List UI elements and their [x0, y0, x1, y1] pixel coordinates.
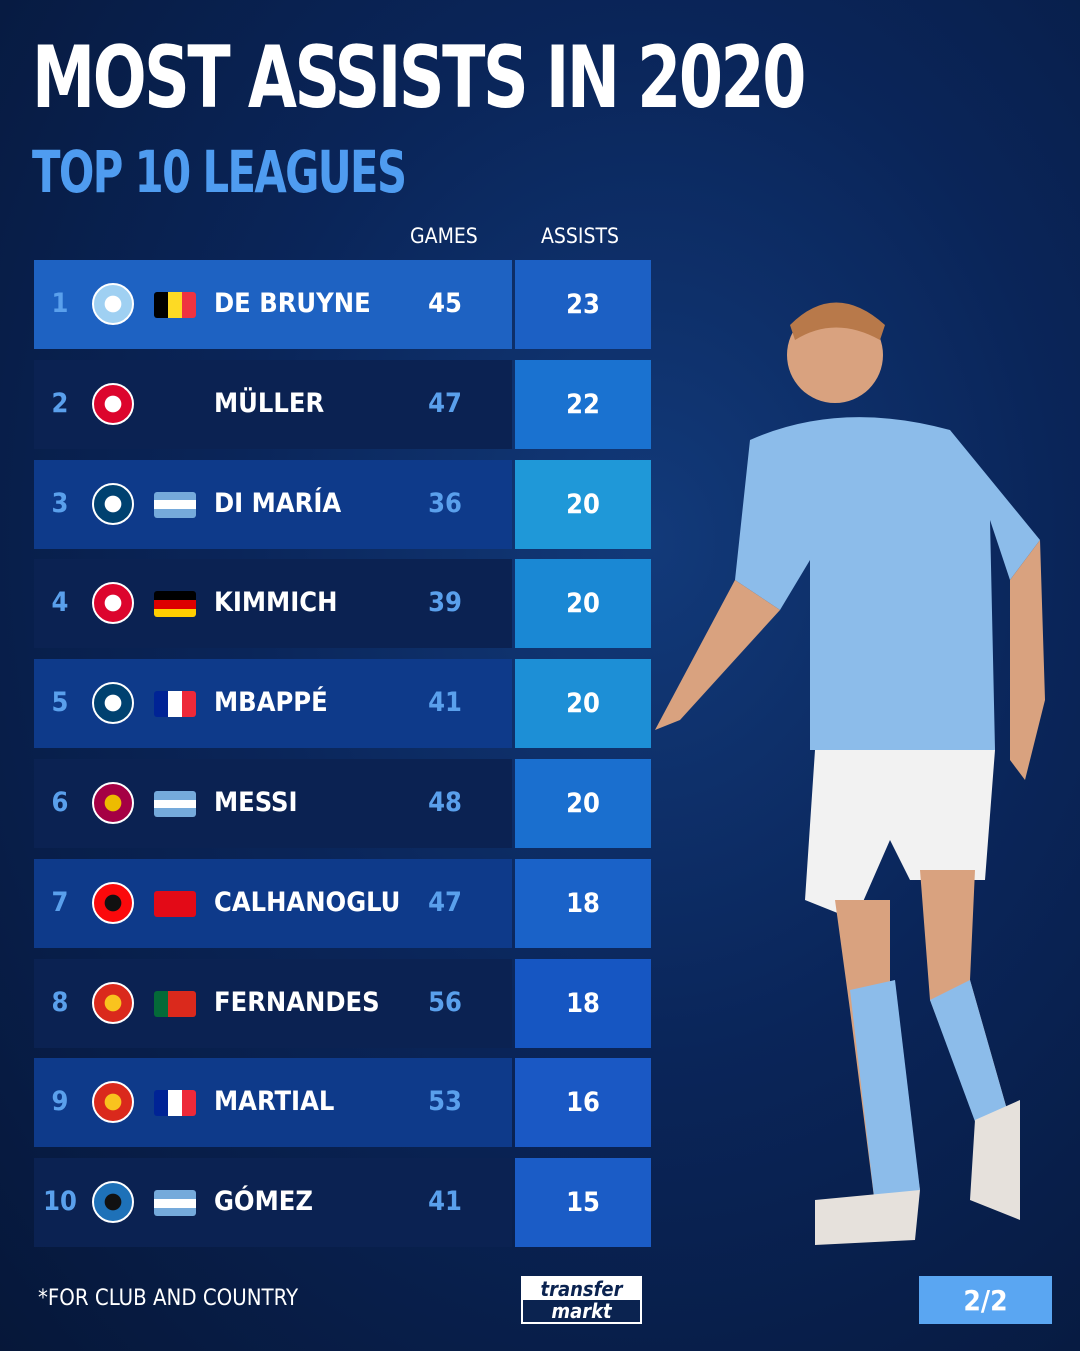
table-row: 9 MARTIAL 53	[34, 1058, 512, 1148]
assists-value: 20	[515, 759, 651, 848]
table-row: 8 FERNANDES 56	[34, 958, 512, 1048]
assists-value: 15	[515, 1158, 651, 1248]
flag-icon	[154, 491, 196, 518]
player-photo	[655, 302, 1045, 1245]
rank: 9	[51, 1086, 69, 1118]
assists-value: 20	[515, 459, 651, 549]
flag-icon	[154, 691, 196, 718]
player-name: CALHANOGLU	[214, 886, 401, 918]
transfermarkt-logo: transfer markt	[521, 1276, 642, 1324]
footnote: *FOR CLUB AND COUNTRY	[38, 1286, 299, 1311]
rank: 3	[51, 487, 69, 519]
games-value: 41	[428, 687, 462, 719]
assists-value: 20	[515, 659, 651, 749]
table-row: 2 MÜLLER 47	[34, 359, 512, 449]
club-crest-icon	[92, 881, 134, 924]
player-name: MBAPPÉ	[214, 687, 328, 719]
assists-value: 18	[515, 858, 651, 948]
table-row: 1 DE BRUYNE 45	[34, 260, 512, 349]
table-row: 5 MBAPPÉ 41	[34, 659, 512, 749]
column-header-assists: ASSISTS	[541, 224, 620, 248]
games-value: 47	[428, 886, 462, 918]
player-name: MARTIAL	[214, 1086, 335, 1118]
table-row: 7 CALHANOGLU 47	[34, 858, 512, 948]
club-crest-icon	[92, 482, 134, 525]
page-indicator: 2/2	[919, 1276, 1052, 1324]
club-crest-icon	[92, 981, 134, 1024]
page-subtitle: TOP 10 LEAGUES	[32, 138, 407, 206]
column-header-games: GAMES	[410, 224, 478, 248]
club-crest-icon	[92, 682, 134, 725]
flag-icon	[154, 292, 196, 318]
rank: 5	[51, 687, 69, 719]
flag-icon	[154, 890, 196, 917]
games-value: 36	[428, 487, 462, 519]
rank: 4	[51, 587, 69, 619]
games-value: 45	[428, 288, 462, 319]
logo-line1: transfer	[540, 1277, 623, 1301]
flag-icon	[154, 591, 196, 618]
rank: 10	[43, 1186, 77, 1218]
club-crest-icon	[92, 1181, 134, 1224]
games-value: 48	[428, 787, 462, 818]
player-name: DE BRUYNE	[214, 288, 371, 319]
rank: 7	[51, 886, 69, 918]
player-name: MESSI	[214, 787, 298, 818]
assists-value: 22	[515, 359, 651, 449]
table-row: 4 KIMMICH 39	[34, 559, 512, 649]
rank: 8	[51, 986, 69, 1018]
flag-icon	[154, 1190, 196, 1217]
table-row: 10 GÓMEZ 41	[34, 1158, 512, 1248]
table-row: 6 MESSI 48	[34, 759, 512, 848]
flag-icon	[154, 791, 196, 817]
player-name: FERNANDES	[214, 986, 380, 1018]
flag-icon	[154, 990, 196, 1017]
assists-value: 18	[515, 958, 651, 1048]
flag-icon	[154, 1090, 196, 1117]
rank: 1	[51, 288, 69, 319]
table-row: 3 DI MARÍA 36	[34, 459, 512, 549]
games-value: 39	[428, 587, 462, 619]
club-crest-icon	[92, 1081, 134, 1124]
page-title: MOST ASSISTS IN 2020	[32, 28, 806, 128]
rank: 6	[51, 787, 69, 818]
games-value: 56	[428, 986, 462, 1018]
assists-value: 23	[515, 260, 651, 349]
player-name: KIMMICH	[214, 587, 338, 619]
club-crest-icon	[92, 283, 134, 325]
games-value: 47	[428, 387, 462, 419]
player-name: GÓMEZ	[214, 1186, 313, 1218]
games-value: 41	[428, 1186, 462, 1218]
logo-line2: markt	[523, 1300, 640, 1322]
club-crest-icon	[92, 782, 134, 824]
assists-value: 20	[515, 559, 651, 649]
player-name: MÜLLER	[214, 387, 325, 419]
games-value: 53	[428, 1086, 462, 1118]
club-crest-icon	[92, 382, 134, 425]
player-name: DI MARÍA	[214, 487, 342, 519]
assists-value: 16	[515, 1058, 651, 1148]
rank: 2	[51, 387, 69, 419]
club-crest-icon	[92, 582, 134, 625]
